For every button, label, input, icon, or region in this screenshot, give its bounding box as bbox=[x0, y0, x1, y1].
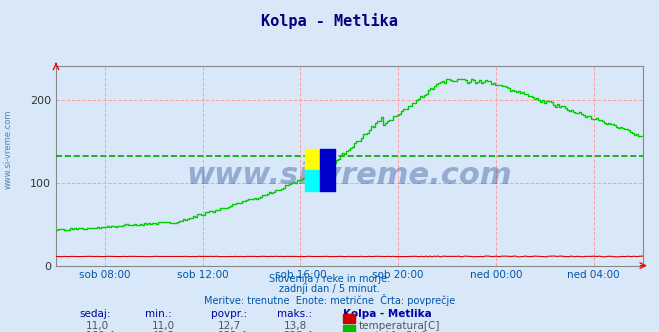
Text: 43,3: 43,3 bbox=[152, 331, 175, 332]
Text: Slovenija / reke in morje.: Slovenija / reke in morje. bbox=[269, 274, 390, 284]
Text: www.si-vreme.com: www.si-vreme.com bbox=[186, 161, 512, 191]
Text: sedaj:: sedaj: bbox=[79, 309, 111, 319]
Text: Kolpa - Metlika: Kolpa - Metlika bbox=[261, 13, 398, 29]
Text: 223,4: 223,4 bbox=[283, 331, 313, 332]
Text: 11,0: 11,0 bbox=[152, 321, 175, 331]
Text: www.si-vreme.com: www.si-vreme.com bbox=[3, 110, 13, 189]
Text: 13,8: 13,8 bbox=[283, 321, 306, 331]
Text: pretok[m3/s]: pretok[m3/s] bbox=[358, 331, 426, 332]
Text: zadnji dan / 5 minut.: zadnji dan / 5 minut. bbox=[279, 284, 380, 294]
Text: min.:: min.: bbox=[145, 309, 172, 319]
Text: Meritve: trenutne  Enote: metrične  Črta: povprečje: Meritve: trenutne Enote: metrične Črta: … bbox=[204, 294, 455, 306]
Text: temperatura[C]: temperatura[C] bbox=[358, 321, 440, 331]
Bar bbox=[343, 325, 355, 332]
Text: 12,7: 12,7 bbox=[217, 321, 241, 331]
Bar bbox=[343, 314, 355, 323]
Text: povpr.:: povpr.: bbox=[211, 309, 247, 319]
Text: Kolpa - Metlika: Kolpa - Metlika bbox=[343, 309, 432, 319]
Text: 11,0: 11,0 bbox=[86, 321, 109, 331]
Text: 132,4: 132,4 bbox=[217, 331, 247, 332]
Text: 169,4: 169,4 bbox=[86, 331, 115, 332]
Text: maks.:: maks.: bbox=[277, 309, 312, 319]
